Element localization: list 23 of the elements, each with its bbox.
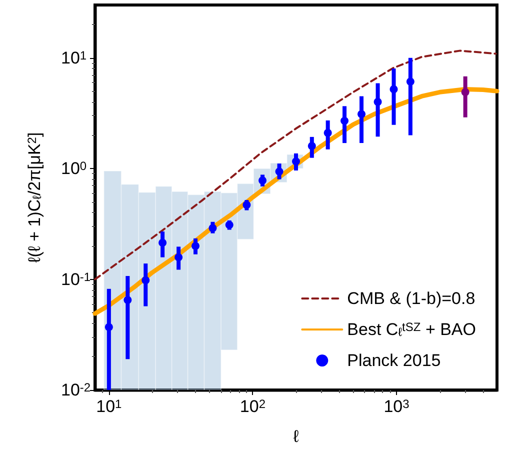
legend-label: CMB & (1-b)=0.8 [347,289,476,308]
point [174,253,183,262]
point [374,98,382,106]
point [158,238,167,247]
bar [220,192,238,350]
point [406,78,414,86]
x-axis-title: ℓ [293,427,300,446]
point [340,116,349,125]
point [192,242,200,250]
bar [204,191,222,390]
bar [138,192,156,390]
point [358,110,366,118]
point [324,128,332,137]
bar [187,194,205,390]
point [142,276,150,284]
point [208,224,217,232]
bar [171,191,188,390]
point [390,85,398,94]
y-axis-title: ℓ(ℓ + 1)Cℓ/2π[μK2] [25,132,44,263]
legend-label: Best CℓtSZ + BAO [347,320,476,339]
point [308,142,316,150]
bar [155,186,172,390]
legend-label: Planck 2015 [347,351,441,370]
